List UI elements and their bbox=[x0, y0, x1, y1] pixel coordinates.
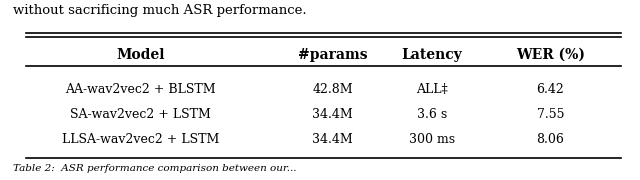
Text: 34.4M: 34.4M bbox=[312, 108, 353, 121]
Text: 3.6 s: 3.6 s bbox=[417, 108, 447, 121]
Text: Table 2:  ASR performance comparison between our...: Table 2: ASR performance comparison betw… bbox=[13, 164, 296, 173]
Text: 7.55: 7.55 bbox=[537, 108, 564, 121]
Text: WER (%): WER (%) bbox=[516, 48, 585, 62]
Text: 8.06: 8.06 bbox=[536, 133, 564, 146]
Text: AA-wav2vec2 + BLSTM: AA-wav2vec2 + BLSTM bbox=[65, 83, 216, 96]
Text: Latency: Latency bbox=[401, 48, 463, 62]
Text: LLSA-wav2vec2 + LSTM: LLSA-wav2vec2 + LSTM bbox=[62, 133, 220, 146]
Text: SA-wav2vec2 + LSTM: SA-wav2vec2 + LSTM bbox=[70, 108, 211, 121]
Text: 34.4M: 34.4M bbox=[312, 133, 353, 146]
Text: without sacrificing much ASR performance.: without sacrificing much ASR performance… bbox=[13, 4, 307, 17]
Text: 300 ms: 300 ms bbox=[409, 133, 455, 146]
Text: Model: Model bbox=[116, 48, 165, 62]
Text: #params: #params bbox=[298, 48, 367, 62]
Text: ALL‡: ALL‡ bbox=[416, 83, 448, 96]
Text: 42.8M: 42.8M bbox=[312, 83, 353, 96]
Text: 6.42: 6.42 bbox=[536, 83, 564, 96]
